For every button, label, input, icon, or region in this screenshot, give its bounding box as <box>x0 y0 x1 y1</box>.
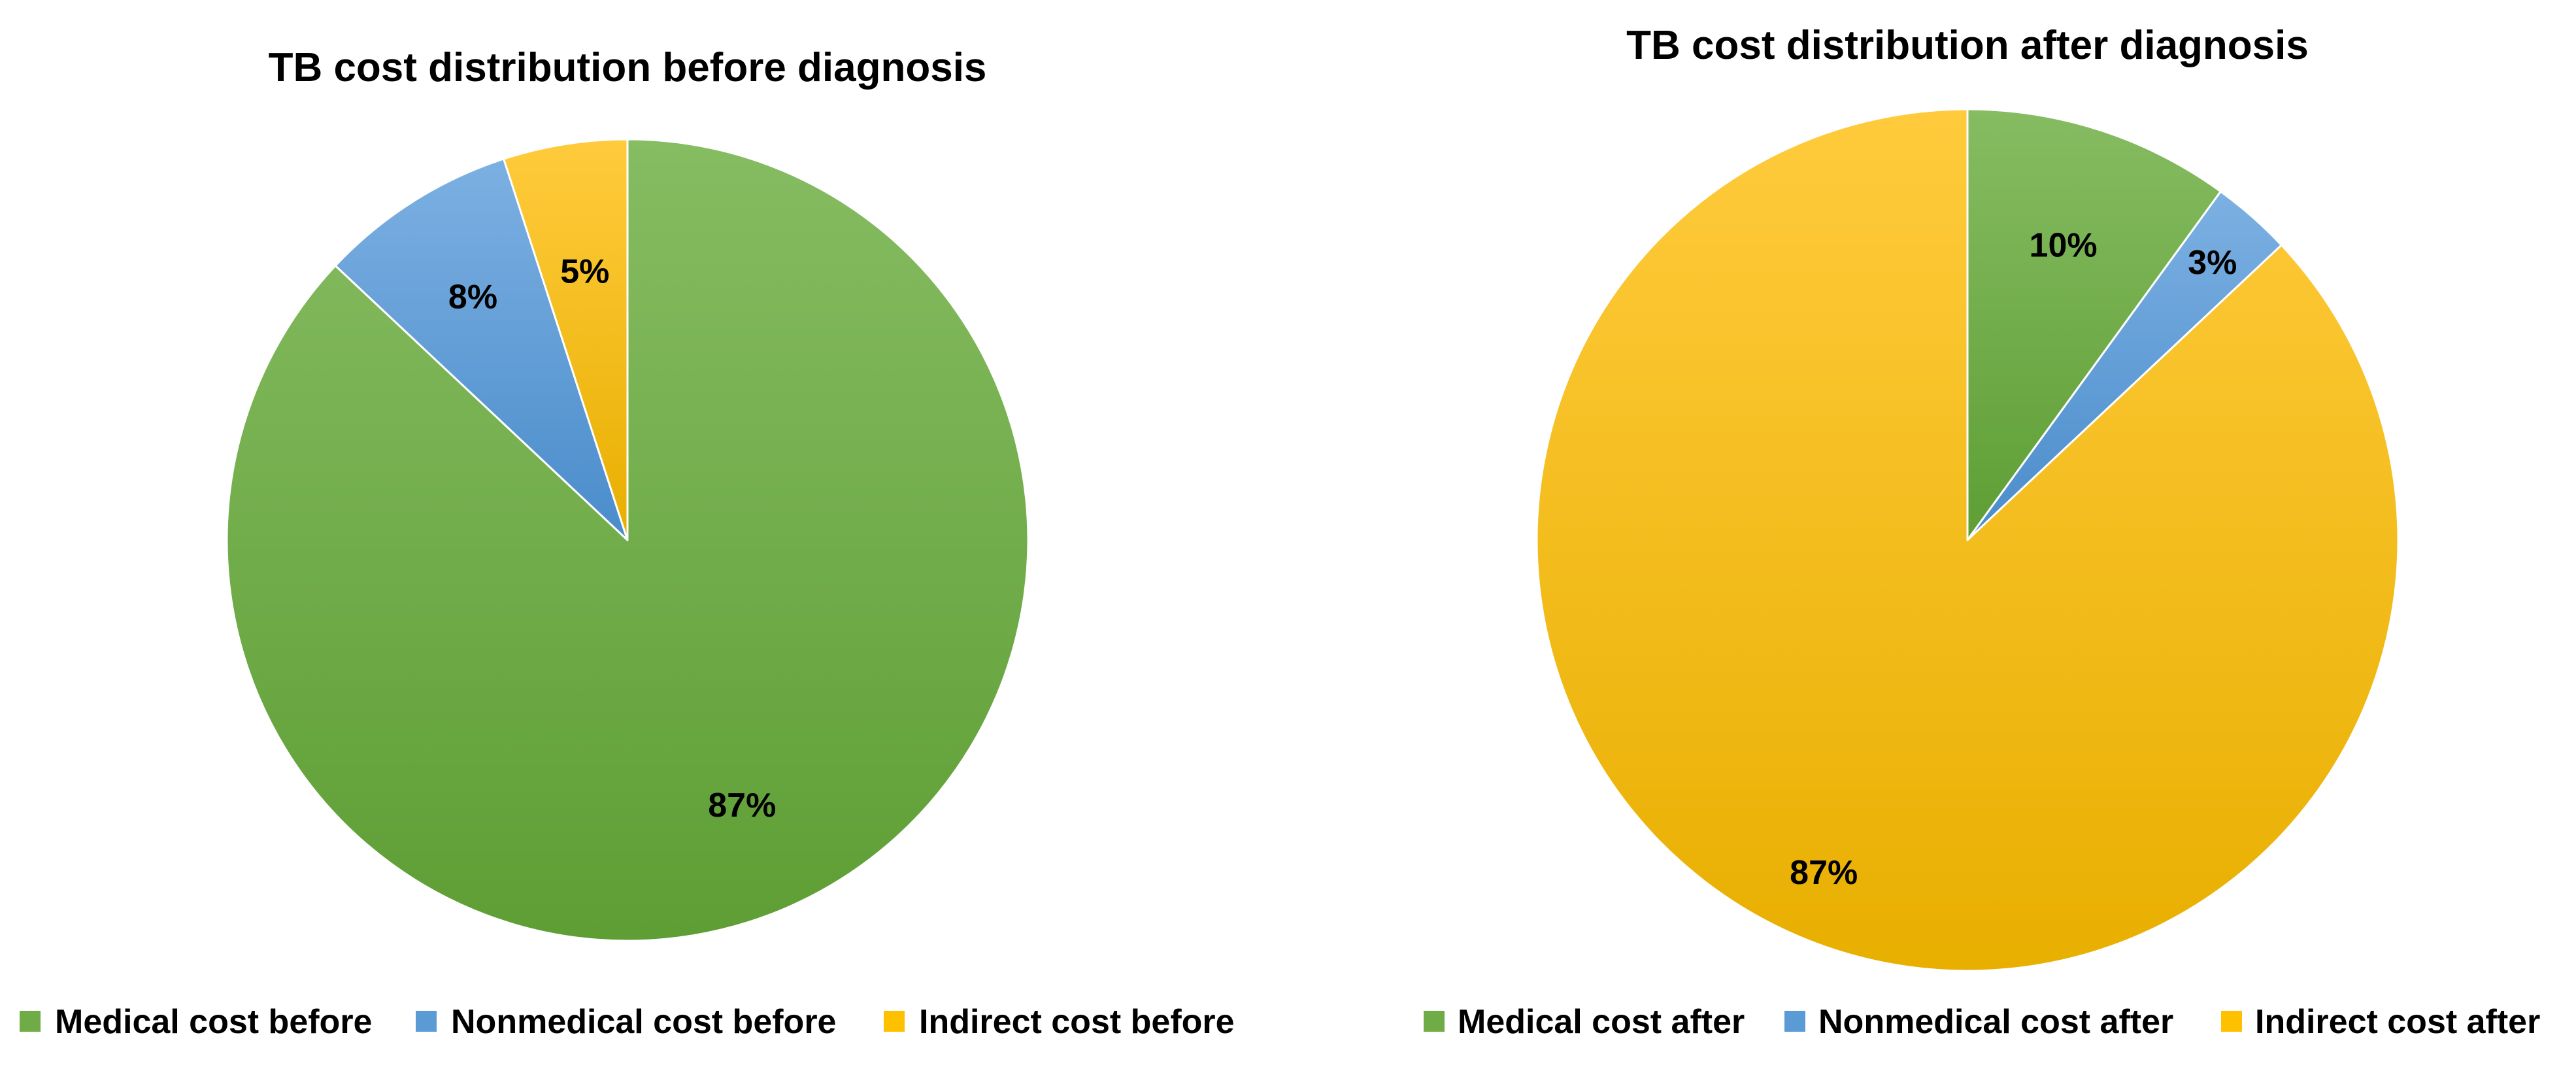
pie-slices <box>1535 108 2400 972</box>
legend-swatch-nonmedical <box>1784 1011 1805 1032</box>
pie-slice-indirect-cost-before <box>503 138 629 541</box>
legend-label-nonmedical: Nonmedical cost before <box>451 1003 836 1041</box>
pie-chart-after: TB cost distribution after diagnosis 10%… <box>1424 23 2540 1041</box>
data-label-nonmedical-cost-after: 3% <box>2188 244 2237 282</box>
data-label-medical-cost-before: 87% <box>708 787 776 824</box>
pie-slice-medical-cost-after <box>1966 108 2222 541</box>
legend: Medical cost before Nonmedical cost befo… <box>20 1003 1235 1041</box>
legend-label-medical: Medical cost after <box>1458 1003 1745 1041</box>
legend: Medical cost after Nonmedical cost after… <box>1424 1003 2540 1041</box>
legend-swatch-medical <box>1424 1011 1445 1032</box>
data-label-medical-cost-after: 10% <box>2030 227 2098 265</box>
legend-label-indirect: Indirect cost before <box>919 1003 1235 1041</box>
data-label-nonmedical-cost-before: 8% <box>448 278 497 316</box>
pie-slice-nonmedical-cost-before <box>334 158 629 541</box>
data-label-indirect-cost-before: 5% <box>560 252 609 290</box>
pie-labels: 87% 8% 5% <box>448 252 776 824</box>
data-label-indirect-cost-after: 87% <box>1790 854 1858 892</box>
legend-label-indirect: Indirect cost after <box>2255 1003 2540 1041</box>
chart-title: TB cost distribution after diagnosis <box>1626 23 2309 68</box>
legend-label-nonmedical: Nonmedical cost after <box>1818 1003 2173 1041</box>
legend-swatch-indirect <box>2221 1011 2242 1032</box>
legend-label-medical: Medical cost before <box>55 1003 372 1041</box>
pie-chart-before: TB cost distribution before diagnosis 87… <box>20 45 1235 1041</box>
pie-labels: 10% 3% 87% <box>1790 227 2237 892</box>
legend-swatch-medical <box>20 1011 41 1032</box>
legend-swatch-indirect <box>884 1011 905 1032</box>
legend-swatch-nonmedical <box>416 1011 437 1032</box>
pie-slices <box>226 138 1029 942</box>
pie-slice-indirect-cost-after <box>1535 108 2400 972</box>
chart-title: TB cost distribution before diagnosis <box>269 45 987 90</box>
